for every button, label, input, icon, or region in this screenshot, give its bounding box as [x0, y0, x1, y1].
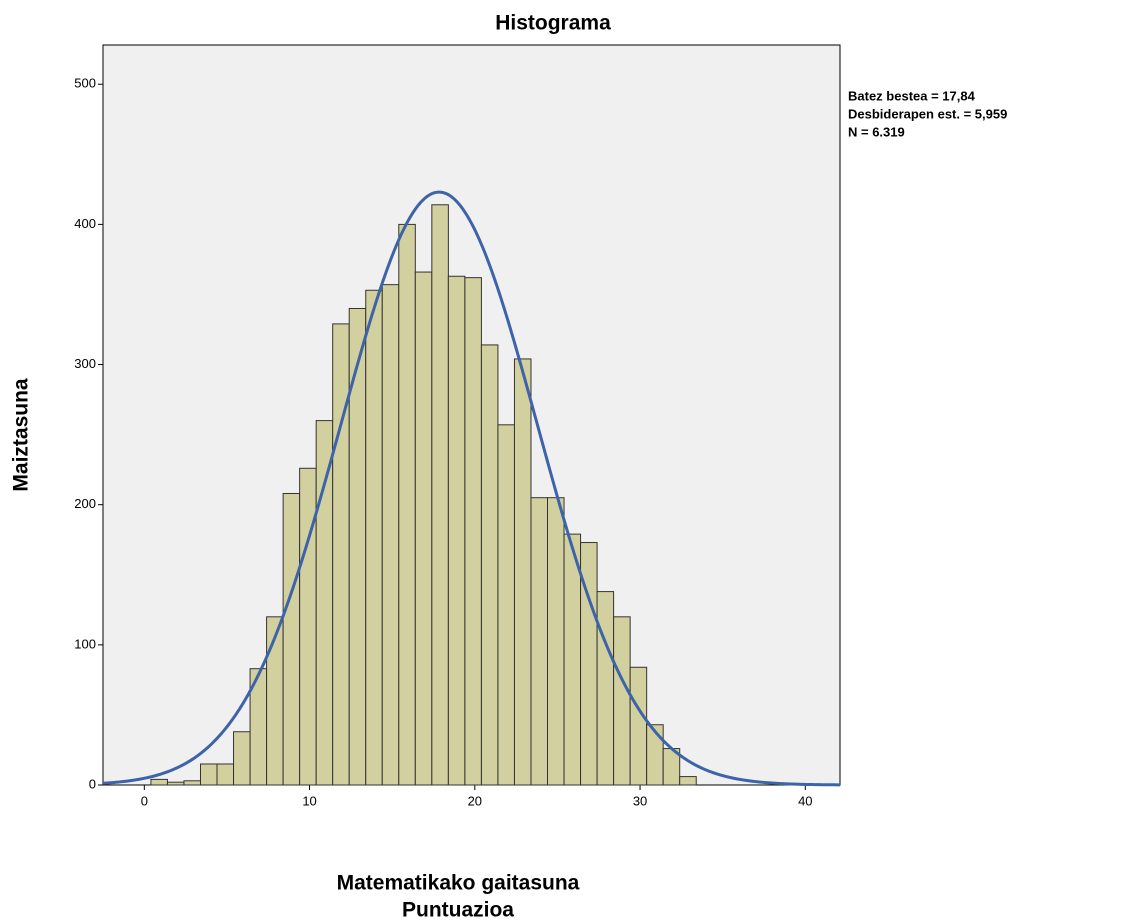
stats-label: Desbiderapen est. = 5,959 — [848, 106, 1007, 121]
bar — [398, 223, 416, 786]
bar — [547, 497, 565, 786]
y-tick-label: 0 — [89, 776, 96, 791]
bar — [646, 724, 664, 786]
chart-title: Histograma — [495, 12, 611, 35]
y-tick-label: 300 — [74, 356, 96, 371]
bar — [381, 284, 400, 786]
stats-label: N = 6.319 — [848, 124, 905, 139]
bar — [150, 778, 168, 786]
bar — [216, 763, 235, 786]
bar — [282, 492, 301, 786]
x-axis-label: Puntuazioa — [402, 899, 514, 922]
bar — [332, 323, 350, 786]
stats-label: Batez bestea = 17,84 — [848, 88, 976, 103]
normal-curve — [102, 190, 841, 787]
y-tick-label: 200 — [74, 496, 96, 511]
bar — [530, 497, 549, 786]
bar — [414, 271, 433, 786]
bar — [199, 763, 218, 786]
x-axis-label: Matematikako gaitasuna — [337, 872, 580, 895]
bar — [613, 616, 631, 786]
bar — [596, 591, 615, 786]
x-tick-label: 0 — [141, 793, 148, 808]
x-tick-label: 30 — [633, 793, 647, 808]
bar — [266, 616, 284, 786]
x-tick-label: 40 — [798, 793, 812, 808]
y-axis-label: Maiztasuna — [10, 378, 33, 492]
bar — [166, 781, 185, 786]
bar — [431, 204, 449, 786]
y-tick-label: 100 — [74, 636, 96, 651]
bar — [365, 289, 383, 786]
bar — [679, 776, 697, 786]
bar — [183, 780, 201, 786]
bar — [464, 277, 482, 786]
bar — [563, 533, 582, 786]
bar — [629, 666, 648, 786]
bar — [513, 358, 532, 786]
y-tick-label: 400 — [74, 216, 96, 231]
bar — [480, 344, 499, 786]
bar — [299, 467, 317, 786]
bar — [315, 420, 334, 786]
y-tick-label: 500 — [74, 76, 96, 91]
x-tick-label: 10 — [302, 793, 316, 808]
bar — [497, 424, 515, 786]
x-tick-label: 20 — [468, 793, 482, 808]
bar — [447, 275, 466, 786]
bar — [233, 731, 251, 786]
